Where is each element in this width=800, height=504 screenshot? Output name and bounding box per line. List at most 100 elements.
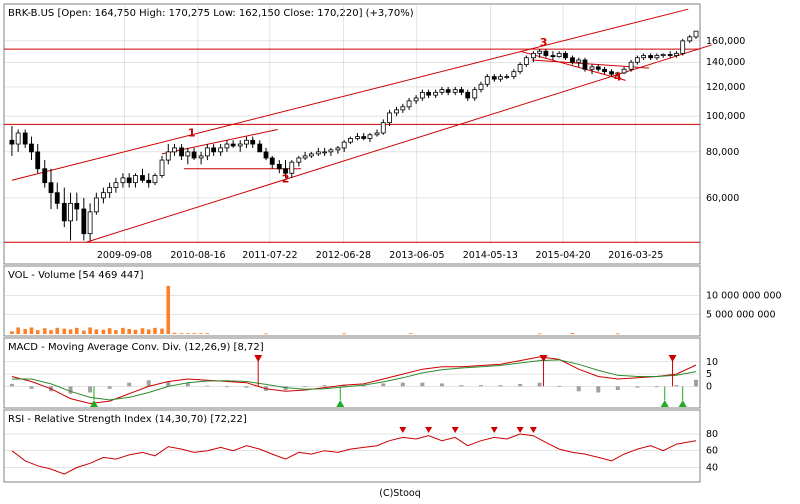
price-tick-label: 160,000 <box>706 36 745 47</box>
candle-body <box>641 55 647 59</box>
volume-bar <box>68 329 73 334</box>
candle-body <box>263 151 269 159</box>
macd-histogram-bar <box>205 385 210 387</box>
candle-body <box>550 55 556 58</box>
volume-panel: VOL - Volume [54 469 447] 5 000 000 000 1… <box>3 265 782 337</box>
candle-body <box>433 91 439 96</box>
candle-body <box>628 61 634 70</box>
candle-body <box>120 177 126 184</box>
macd-histogram-bar <box>303 386 308 388</box>
price-tick-label: 140,000 <box>706 57 745 68</box>
volume-bar <box>107 328 112 334</box>
candle-body <box>491 76 497 80</box>
macd-histogram-bar <box>29 386 34 389</box>
volume-bar <box>616 333 620 335</box>
macd-panel: MACD - Moving Average Conv. Div. (12,26,… <box>3 337 718 409</box>
candle-body <box>674 52 679 56</box>
candle-body <box>439 89 445 93</box>
candle-body <box>693 30 699 38</box>
date-tick-label: 2013-06-05 <box>389 250 444 261</box>
buy-signal-marker <box>90 400 98 407</box>
candle-body <box>328 149 334 153</box>
rsi-overbought-marker <box>516 427 524 433</box>
candle-body <box>589 66 595 70</box>
candle-body <box>257 143 263 153</box>
candle-body <box>308 153 314 157</box>
rsi-tick-label: 40 <box>706 462 718 473</box>
macd-histogram-bar <box>400 382 405 387</box>
candle-body <box>93 197 99 213</box>
rsi-overbought-marker <box>451 427 459 433</box>
sell-signal-marker <box>668 355 677 362</box>
macd-panel-title: MACD - Moving Average Conv. Div. (12,26,… <box>8 342 264 353</box>
candle-body <box>445 89 451 93</box>
candle-body <box>498 76 503 80</box>
volume-bar <box>153 327 157 334</box>
macd-histogram-bar <box>9 383 14 387</box>
rsi-line <box>11 433 697 475</box>
volume-bar <box>75 327 79 334</box>
macd-histogram-bar <box>381 383 386 387</box>
volume-bar <box>186 333 190 335</box>
candle-body <box>634 57 640 63</box>
macd-histogram-bar <box>518 383 523 387</box>
macd-histogram-bar <box>185 382 190 387</box>
macd-tick-label: 5 <box>706 369 712 380</box>
date-tick-label: 2015-04-20 <box>535 250 590 261</box>
candle-body <box>361 136 367 139</box>
candle-body <box>556 52 562 58</box>
volume-bar <box>16 327 20 334</box>
candle-body <box>648 55 654 59</box>
candle-body <box>126 177 132 184</box>
wave-annotation: 4 <box>614 70 622 83</box>
rsi-tick-label: 60 <box>706 446 718 457</box>
candle-body <box>185 151 191 157</box>
macd-histogram-bar <box>615 386 620 391</box>
candle-body <box>315 151 321 155</box>
sell-signal-marker <box>254 355 263 362</box>
buy-signal-marker <box>678 400 687 407</box>
trend-line <box>11 8 689 181</box>
macd-panel-frame <box>3 337 701 409</box>
candle-body <box>341 141 347 149</box>
macd-histogram-bar <box>166 381 171 387</box>
candle-body <box>452 89 458 93</box>
macd-histogram-bar <box>88 386 93 393</box>
candle-body <box>680 40 686 54</box>
volume-bar <box>101 329 106 334</box>
macd-histogram-bar <box>244 386 249 388</box>
macd-histogram-bar <box>654 386 659 388</box>
macd-histogram-bar <box>127 382 132 387</box>
candle-body <box>322 151 328 154</box>
candle-body <box>576 59 582 63</box>
volume-bar <box>342 333 346 335</box>
macd-signal-line <box>11 359 697 401</box>
macd-histogram-bar <box>224 386 229 388</box>
date-tick-label: 2012-06-28 <box>316 250 371 261</box>
candle-body <box>530 52 536 59</box>
candle-body <box>269 157 275 165</box>
candle-body <box>61 202 67 222</box>
macd-tick-label: 10 <box>706 357 718 368</box>
volume-bar <box>537 333 542 335</box>
date-tick-label: 2011-07-22 <box>242 250 297 261</box>
rsi-overbought-marker <box>490 427 498 433</box>
candle-body <box>380 122 386 134</box>
candle-body <box>406 100 412 108</box>
candle-body <box>230 143 236 147</box>
volume-bar <box>264 333 268 335</box>
candle-body <box>348 138 353 143</box>
volume-tick-label: 5 000 000 000 <box>706 310 776 321</box>
candle-body <box>15 132 21 145</box>
date-tick-label: 2010-08-16 <box>170 250 225 261</box>
rsi-overbought-marker <box>399 427 407 433</box>
candle-body <box>250 139 256 145</box>
rsi-panel-frame <box>3 409 701 483</box>
candle-body <box>81 208 87 235</box>
candle-body <box>296 157 302 163</box>
candle-body <box>289 161 295 174</box>
macd-histogram-bar <box>674 385 679 387</box>
candle-body <box>198 155 204 159</box>
volume-bar <box>172 332 177 334</box>
